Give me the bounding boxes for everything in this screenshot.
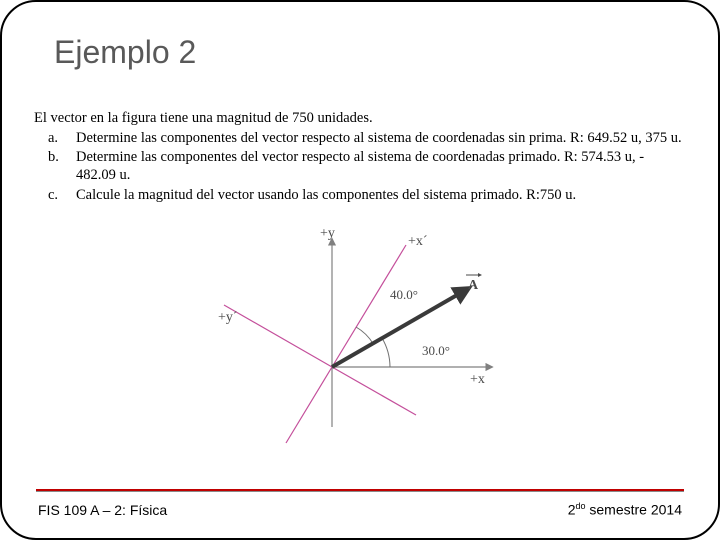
problem-item-c: c. Calcule la magnitud del vector usando… [76,187,690,205]
item-text: Calcule la magnitud del vector usando la… [76,187,576,203]
axes [224,239,492,443]
footer-post: semestre 2014 [586,502,683,518]
angle-arc-30 [382,338,390,367]
axis-minus-y-prime [332,367,416,415]
axis-plus-x-prime [332,245,406,367]
item-text: Determine las componentes del vector res… [76,130,682,146]
slide-title: Ejemplo 2 [54,34,196,71]
item-marker: b. [48,149,59,167]
label-angle-40: 40.0° [390,287,418,302]
footer-sup: do [575,501,585,511]
label-plus-x-prime: +x´ [408,234,428,249]
vector-diagram: +y +x +x´ +y´ 30.0° 40.0° A [212,227,512,447]
axis-plus-y-prime [224,305,332,367]
label-plus-x: +x [470,372,485,387]
item-marker: a. [48,130,58,148]
label-angle-30: 30.0° [422,343,450,358]
problem-intro: El vector en la figura tiene una magnitu… [34,110,690,128]
label-plus-y: +y [320,227,335,241]
item-text: Determine las componentes del vector res… [76,149,644,183]
label-vector-a: A [466,273,482,293]
problem-item-a: a. Determine las componentes del vector … [76,130,690,148]
svg-text:A: A [468,278,479,293]
footer-course: FIS 109 A – 2: Física [38,502,167,518]
problem-item-b: b. Determine las componentes del vector … [76,149,690,184]
item-marker: c. [48,187,58,205]
axis-minus-x-prime [286,367,332,443]
label-plus-y-prime: +y´ [218,310,238,325]
footer-semester: 2do semestre 2014 [568,501,682,518]
labels: +y +x +x´ +y´ 30.0° 40.0° A [218,227,485,387]
slide-frame: Ejemplo 2 El vector en la figura tiene u… [0,0,720,540]
angle-arc-40 [356,327,373,344]
angle-arcs [356,327,390,367]
footer-divider [36,489,684,492]
problem-list: a. Determine las componentes del vector … [34,130,690,205]
problem-statement: El vector en la figura tiene una magnitu… [34,110,690,206]
